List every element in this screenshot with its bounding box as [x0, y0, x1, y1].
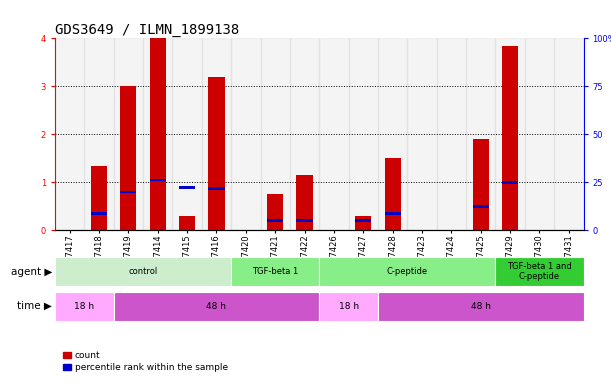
Bar	[267, 219, 284, 222]
Bar	[502, 181, 518, 184]
Text: TGF-beta 1: TGF-beta 1	[252, 267, 298, 276]
Bar	[554, 38, 584, 230]
Bar	[296, 175, 313, 230]
Bar	[84, 38, 114, 230]
Text: GDS3649 / ILMN_1899138: GDS3649 / ILMN_1899138	[55, 23, 240, 37]
Text: 48 h: 48 h	[470, 302, 491, 311]
Bar	[320, 257, 496, 286]
Bar	[437, 38, 466, 230]
Text: 48 h: 48 h	[207, 302, 227, 311]
Bar	[378, 292, 584, 321]
Bar	[150, 38, 166, 230]
Bar	[55, 292, 114, 321]
Bar	[384, 158, 401, 230]
Bar	[319, 38, 349, 230]
Bar	[55, 38, 84, 230]
Bar	[296, 219, 313, 222]
Bar	[231, 257, 319, 286]
Bar	[466, 38, 496, 230]
Bar	[502, 46, 518, 230]
Bar	[179, 216, 195, 230]
Text: control: control	[128, 267, 158, 276]
Bar	[120, 86, 136, 230]
Bar	[91, 212, 107, 215]
Text: TGF-beta 1 and
C-peptide: TGF-beta 1 and C-peptide	[507, 262, 572, 281]
Bar	[267, 194, 284, 230]
Bar	[260, 38, 290, 230]
Bar	[208, 77, 225, 230]
Text: agent ▶: agent ▶	[10, 266, 52, 277]
Bar	[290, 38, 320, 230]
Bar	[349, 38, 378, 230]
Bar	[355, 216, 371, 230]
Bar	[208, 187, 225, 190]
Bar	[202, 38, 231, 230]
Bar	[496, 38, 525, 230]
Bar	[384, 212, 401, 215]
Bar	[231, 38, 260, 230]
Bar	[496, 257, 584, 286]
Text: time ▶: time ▶	[17, 301, 52, 311]
Bar	[120, 190, 136, 194]
Bar	[179, 186, 195, 189]
Bar	[378, 38, 408, 230]
Bar	[150, 179, 166, 181]
Bar	[320, 292, 378, 321]
Legend: count, percentile rank within the sample: count, percentile rank within the sample	[59, 348, 232, 376]
Text: 18 h: 18 h	[338, 302, 359, 311]
Bar	[408, 38, 437, 230]
Bar	[143, 38, 172, 230]
Bar	[525, 38, 554, 230]
Bar	[473, 139, 489, 230]
Bar	[355, 219, 371, 222]
Bar	[114, 292, 319, 321]
Bar	[172, 38, 202, 230]
Bar	[55, 257, 231, 286]
Bar	[473, 205, 489, 208]
Text: 18 h: 18 h	[75, 302, 95, 311]
Text: C-peptide: C-peptide	[387, 267, 428, 276]
Bar	[114, 38, 143, 230]
Bar	[91, 166, 107, 230]
